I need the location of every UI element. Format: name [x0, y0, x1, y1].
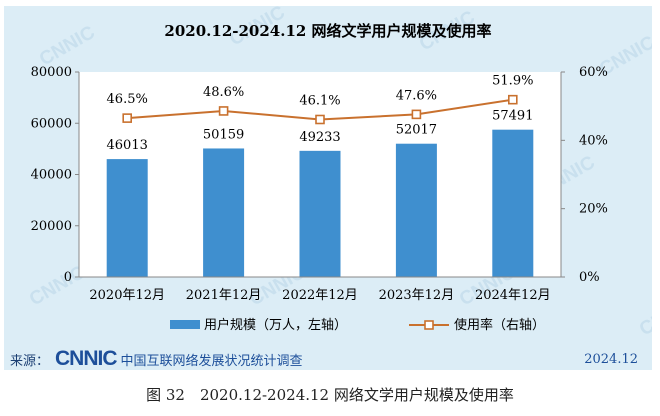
bar-4: [492, 129, 534, 277]
bar-2: [299, 150, 341, 277]
figure-caption: 图 32 2020.12-2024.12 网络文学用户规模及使用率: [146, 386, 514, 404]
bar-3: [395, 143, 437, 277]
right-tick-label-2: 40%: [579, 133, 608, 148]
right-tick-label-0: 0%: [579, 270, 600, 285]
left-tick-label-2: 40000: [31, 168, 72, 183]
right-tick-label-1: 20%: [579, 202, 608, 217]
legend-label-bar: 用户规模（万人，左轴）: [204, 317, 347, 333]
source-bar: 来源： CNNIC 中国互联网络发展状况统计调查 2024.12: [10, 346, 646, 372]
line-label-2: 46.1%: [299, 93, 340, 108]
line-label-3: 47.6%: [396, 88, 437, 103]
left-tick-label-1: 20000: [31, 219, 72, 234]
line-label-0: 46.5%: [107, 92, 148, 107]
category-label-3: 2023年12月: [379, 288, 455, 303]
left-tick-label-3: 60000: [31, 116, 72, 131]
right-tick-label-3: 60%: [579, 65, 608, 80]
left-tick-label-0: 0: [64, 270, 72, 285]
line-marker-0: [122, 113, 132, 123]
source-date: 2024.12: [584, 351, 638, 367]
legend-marker: [424, 320, 434, 330]
category-label-0: 2020年12月: [89, 288, 165, 303]
category-label-1: 2021年12月: [186, 288, 262, 303]
bar-label-4: 57491: [492, 109, 533, 124]
category-label-2: 2022年12月: [282, 288, 358, 303]
bar-label-3: 52017: [396, 123, 437, 138]
chart-title: 2020.12-2024.12 网络文学用户规模及使用率: [164, 22, 491, 40]
bar-label-2: 49233: [299, 130, 340, 145]
line-marker-2: [315, 114, 325, 125]
left-tick-label-4: 80000: [31, 65, 72, 80]
watermark-text-0: CNNIC: [36, 22, 99, 70]
line-marker-1: [218, 106, 229, 116]
line-marker-3: [411, 109, 422, 120]
bar-0: [106, 159, 148, 277]
line-marker-4: [507, 94, 518, 105]
line-label-1: 48.6%: [203, 85, 244, 100]
bar-1: [203, 148, 245, 277]
legend-swatch-bar: [170, 320, 200, 329]
watermark-text-10: CNNIC: [636, 292, 652, 340]
category-label-4: 2024年12月: [475, 288, 551, 303]
source-label: 来源：: [10, 353, 50, 369]
cnnic-logo: CNNIC: [55, 347, 117, 370]
legend-label-line: 使用率（右轴）: [454, 317, 545, 333]
source-org: 中国互联网络发展状况统计调查: [120, 353, 303, 369]
bar-label-0: 46013: [107, 138, 148, 153]
line-label-4: 51.9%: [492, 74, 533, 89]
chart-panel: CNNIC CNNIC CNNIC CNNIC CNNIC CNNIC CNNIC CNNIC…: [4, 6, 652, 370]
bar-label-1: 50159: [203, 127, 244, 142]
